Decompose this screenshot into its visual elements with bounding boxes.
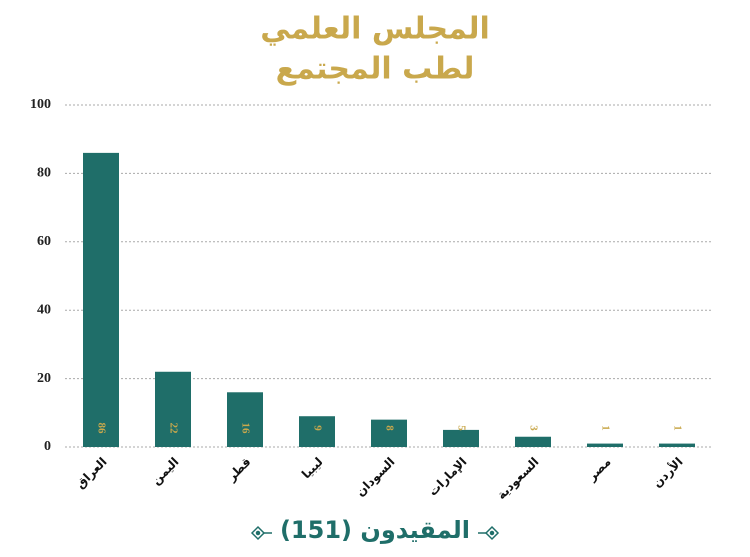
value-label: 1: [671, 425, 683, 431]
x-tick-label: السودان: [353, 455, 398, 500]
y-tick-label: 80: [37, 166, 51, 181]
x-tick-label: مصر: [584, 455, 613, 484]
bar: [587, 443, 623, 447]
bar: [83, 152, 119, 447]
value-label: 16: [239, 423, 251, 435]
bar: [515, 436, 551, 447]
value-label: 86: [95, 423, 107, 435]
value-label: 5: [455, 425, 467, 431]
value-label: 8: [383, 425, 395, 431]
value-label: 3: [527, 425, 539, 431]
bar: [443, 429, 479, 447]
bar: [659, 443, 695, 447]
footer-label: المقيدون (151): [280, 516, 470, 544]
value-label: 22: [167, 423, 179, 435]
y-tick-label: 100: [30, 97, 51, 112]
bar: [299, 416, 335, 447]
value-label: 1: [599, 425, 611, 431]
x-tick-label: ليبيا: [299, 455, 326, 482]
y-tick-label: 20: [37, 371, 51, 386]
decoration: [250, 525, 500, 541]
y-tick-label: 60: [37, 234, 51, 249]
value-label: 9: [311, 425, 323, 431]
y-tick-label: 40: [37, 302, 51, 317]
chart-title: المجلس العلمي: [260, 12, 490, 47]
bar: [155, 371, 191, 447]
x-tick-label: اليمن: [149, 455, 182, 488]
x-tick-label: الأردن: [649, 454, 685, 490]
chart-title: لطب المجتمع: [276, 52, 475, 87]
bar: [227, 392, 263, 447]
x-tick-label: قطر: [224, 455, 254, 485]
x-tick-label: العراق: [73, 455, 110, 492]
x-tick-label: الإمارات: [426, 455, 470, 499]
bar: [371, 419, 407, 447]
y-tick-label: 0: [44, 439, 51, 454]
x-tick-label: السعودية: [494, 455, 542, 503]
